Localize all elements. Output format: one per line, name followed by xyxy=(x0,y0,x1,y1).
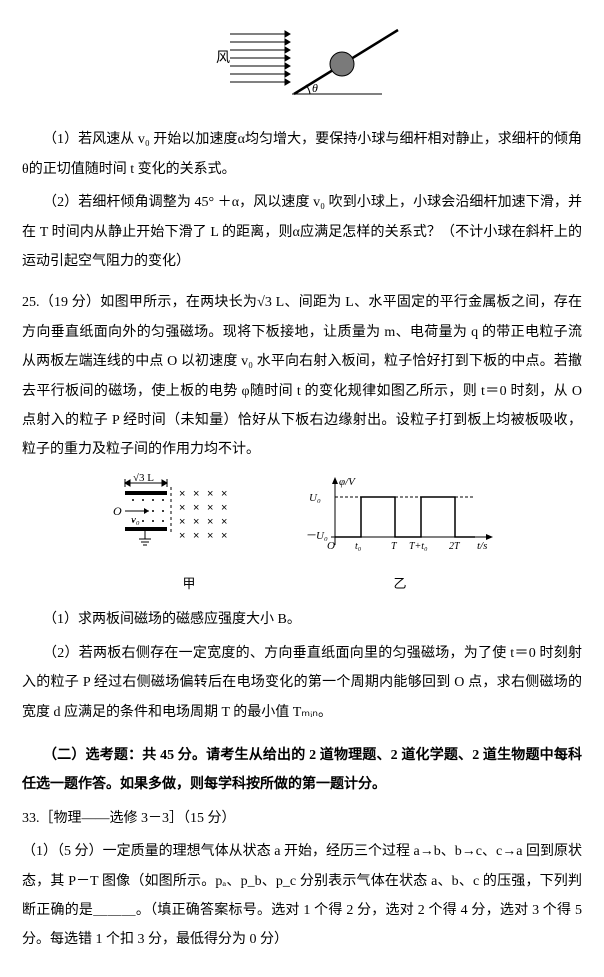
svg-text:×: × xyxy=(179,516,185,528)
wind-label: 风 xyxy=(216,51,230,66)
svg-text:×: × xyxy=(207,516,213,528)
length-label: √3 L xyxy=(133,473,154,484)
svg-text:×: × xyxy=(221,488,227,500)
svg-text:×: × xyxy=(179,502,185,514)
svg-text:×: × xyxy=(193,516,199,528)
svg-text:×: × xyxy=(193,530,199,542)
tick-T: T xyxy=(391,541,398,552)
origin-label: O xyxy=(327,540,335,552)
svg-text:×: × xyxy=(207,488,213,500)
figure-incline: 风 θ xyxy=(22,24,582,119)
tick-Tt0: T+t₀ xyxy=(409,541,428,552)
figure-row-25: √3 L O v₀ × × × × xyxy=(22,473,582,598)
y-axis-label: φ/V xyxy=(339,476,356,488)
q33-head: 33.［物理——选修 3－3］（15 分） xyxy=(22,804,582,833)
q25-part2: （2）若两板右侧存在一定宽度的、方向垂直纸面向里的匀强磁场，为了使 t＝0 时刻… xyxy=(22,639,582,727)
q25-part1: （1）求两板间磁场的磁感应强度大小 B。 xyxy=(22,605,582,634)
svg-text:×: × xyxy=(179,530,185,542)
svg-text:×: × xyxy=(221,502,227,514)
q33-part1: （1）（5 分）一定质量的理想气体从状态 a 开始，经历三个过程 a→b、b→c… xyxy=(22,837,582,955)
svg-text:×: × xyxy=(207,502,213,514)
figure-plates: √3 L O v₀ × × × × xyxy=(109,473,269,598)
U0-bot: －U₀ xyxy=(305,530,328,542)
svg-text:×: × xyxy=(221,530,227,542)
caption-yi: 乙 xyxy=(305,570,495,597)
section2-title: （二）选考题：共 45 分。请考生从给出的 2 道物理题、2 道化学题、2 道生… xyxy=(22,741,582,800)
q1-part2: （2）若细杆倾角调整为 45° ＋α，风以速度 v₀ 吹到小球上，小球会沿细杆加… xyxy=(22,188,582,276)
figure-wave: U₀ －U₀ φ/V t/s O t₀ T T+t₀ 2T 乙 xyxy=(305,473,495,598)
o-label: O xyxy=(113,504,122,518)
v-label: v₀ xyxy=(131,514,140,526)
tick-t0: t₀ xyxy=(355,541,362,552)
svg-text:×: × xyxy=(179,488,185,500)
q25-intro: 25.（19 分）如图甲所示，在两块长为√3 L、间距为 L、水平固定的平行金属… xyxy=(22,288,582,464)
q1-part1: （1）若风速从 v₀ 开始以加速度α均匀增大，要保持小球与细杆相对静止，求细杆的… xyxy=(22,125,582,184)
svg-text:×: × xyxy=(193,488,199,500)
svg-text:×: × xyxy=(193,502,199,514)
caption-jia: 甲 xyxy=(109,570,269,597)
U0-top: U₀ xyxy=(309,492,321,504)
tick-2T: 2T xyxy=(449,541,461,552)
svg-text:×: × xyxy=(207,530,213,542)
x-axis-label: t/s xyxy=(477,540,487,552)
angle-label: θ xyxy=(312,81,318,95)
svg-text:×: × xyxy=(221,516,227,528)
